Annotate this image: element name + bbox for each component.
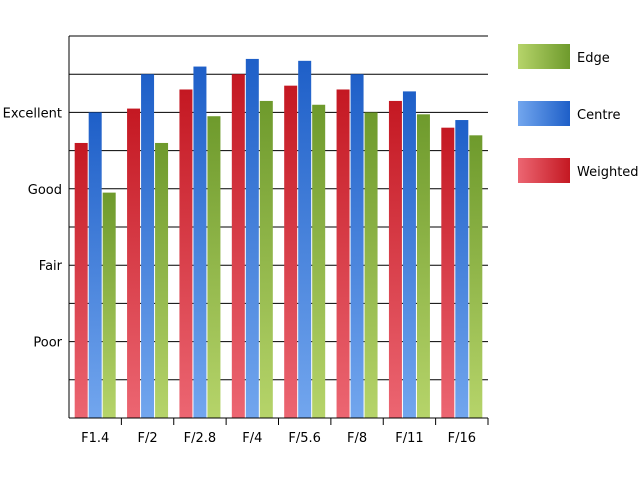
x-tick-label: F/11: [395, 431, 423, 446]
bar-weighted-6: [388, 100, 402, 418]
bar-edge-5: [364, 112, 378, 419]
bar-edge-2: [207, 116, 221, 418]
y-tick-label: Good: [28, 183, 62, 198]
bar-weighted-3: [231, 74, 245, 418]
y-tick-label: Poor: [33, 336, 62, 351]
legend-label-centre: Centre: [577, 108, 620, 123]
bar-centre-2: [193, 66, 207, 418]
y-tick-label: Fair: [39, 259, 63, 274]
bar-edge-3: [259, 100, 273, 418]
bar-weighted-1: [127, 108, 141, 418]
legend-swatch-edge: [518, 44, 570, 69]
x-tick-label: F/8: [347, 431, 367, 446]
bar-centre-7: [455, 120, 469, 418]
bar-centre-0: [88, 112, 102, 419]
bar-edge-6: [416, 114, 430, 418]
bar-centre-6: [402, 91, 416, 418]
x-tick-label: F/16: [448, 431, 476, 446]
bar-weighted-5: [336, 89, 350, 418]
legend-label-weighted: Weighted: [577, 165, 639, 180]
x-tick-label: F/2: [137, 431, 157, 446]
x-tick-label: F/4: [242, 431, 262, 446]
x-tick-label: F/5.6: [288, 431, 321, 446]
bar-centre-4: [298, 60, 312, 418]
bar-edge-0: [102, 192, 116, 418]
bar-weighted-7: [441, 127, 455, 419]
bar-centre-3: [245, 58, 259, 419]
y-tick-label: Excellent: [3, 106, 62, 121]
axes: [68, 36, 489, 425]
legend-label-edge: Edge: [577, 51, 610, 66]
bar-weighted-2: [179, 89, 193, 418]
bar-weighted-0: [74, 142, 88, 418]
bar-edge-7: [469, 135, 483, 418]
bar-edge-1: [155, 142, 169, 418]
bar-edge-4: [312, 104, 326, 418]
legend-swatch-weighted: [518, 158, 570, 183]
bar-centre-1: [141, 74, 155, 418]
bar-centre-5: [350, 74, 364, 418]
y-axis-tick-labels: Poor Fair Good Excellent: [3, 106, 63, 350]
bars: [74, 58, 483, 419]
x-tick-label: F1.4: [81, 431, 109, 446]
legend: Edge Centre Weighted: [518, 44, 639, 183]
x-tick-label: F/2.8: [184, 431, 217, 446]
bar-weighted-4: [284, 85, 298, 418]
x-axis-tick-labels: F1.4 F/2 F/2.8 F/4 F/5.6 F/8 F/11 F/16: [81, 431, 476, 446]
legend-swatch-centre: [518, 101, 570, 126]
